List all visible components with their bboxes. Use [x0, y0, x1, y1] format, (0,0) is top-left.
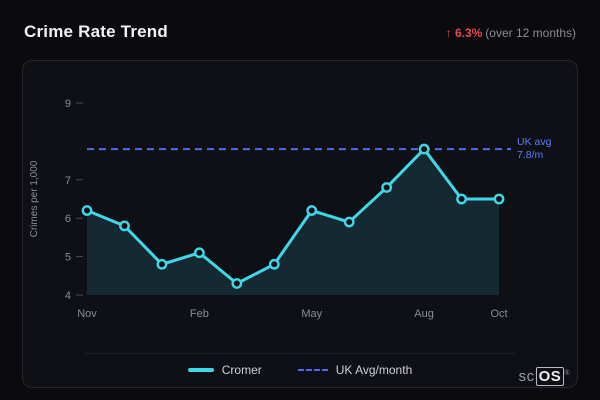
trend-value: 6.3%: [454, 26, 483, 40]
chart-card: 4 5 6 7 9 Nov Feb May Aug Oct Crimes per 1,000 UK a…: [22, 60, 578, 388]
scos-logo: sc OS ®: [518, 367, 570, 386]
trend-chart[interactable]: 4 5 6 7 9 Nov Feb May Aug Oct Crimes per 1,000 UK a…: [23, 63, 577, 325]
svg-text:5: 5: [65, 252, 71, 264]
uk-avg-dashed-swatch: [297, 369, 328, 371]
legend-item-uk-avg[interactable]: UK Avg/month: [297, 363, 413, 377]
svg-text:May: May: [301, 308, 322, 320]
legend-label-uk-avg: UK Avg/month: [335, 363, 413, 377]
logo-prefix: sc: [518, 368, 535, 385]
trend-suffix: (over 12 months): [485, 26, 576, 40]
svg-text:6: 6: [65, 213, 71, 225]
svg-text:UK avg: UK avg: [517, 136, 552, 148]
svg-text:Feb: Feb: [190, 308, 209, 320]
svg-text:Oct: Oct: [490, 308, 507, 320]
trend-indicator: ↑ 6.3% (over 12 months): [446, 26, 576, 40]
svg-text:9: 9: [65, 98, 71, 110]
svg-text:Crimes per 1,000: Crimes per 1,000: [29, 160, 40, 237]
page-title: Crime Rate Trend: [24, 22, 168, 41]
svg-text:7: 7: [65, 175, 71, 187]
svg-text:Aug: Aug: [414, 308, 434, 320]
legend-label-cromer: Cromer: [221, 363, 262, 377]
svg-text:Nov: Nov: [77, 308, 97, 320]
cromer-line-swatch: [187, 368, 214, 372]
chart-legend: Cromer UK Avg/month: [85, 353, 515, 377]
page-header: Crime Rate Trend ↑ 6.3% (over 12 months): [24, 22, 576, 42]
registered-mark: ®: [564, 370, 570, 377]
svg-text:4: 4: [65, 290, 71, 302]
trend-up-arrow-and-value: ↑ 6.3%: [446, 26, 483, 40]
svg-text:7.8/m: 7.8/m: [517, 149, 544, 161]
legend-item-cromer[interactable]: Cromer: [187, 363, 262, 377]
logo-box: OS: [535, 367, 565, 386]
up-arrow-icon: ↑: [445, 26, 452, 40]
